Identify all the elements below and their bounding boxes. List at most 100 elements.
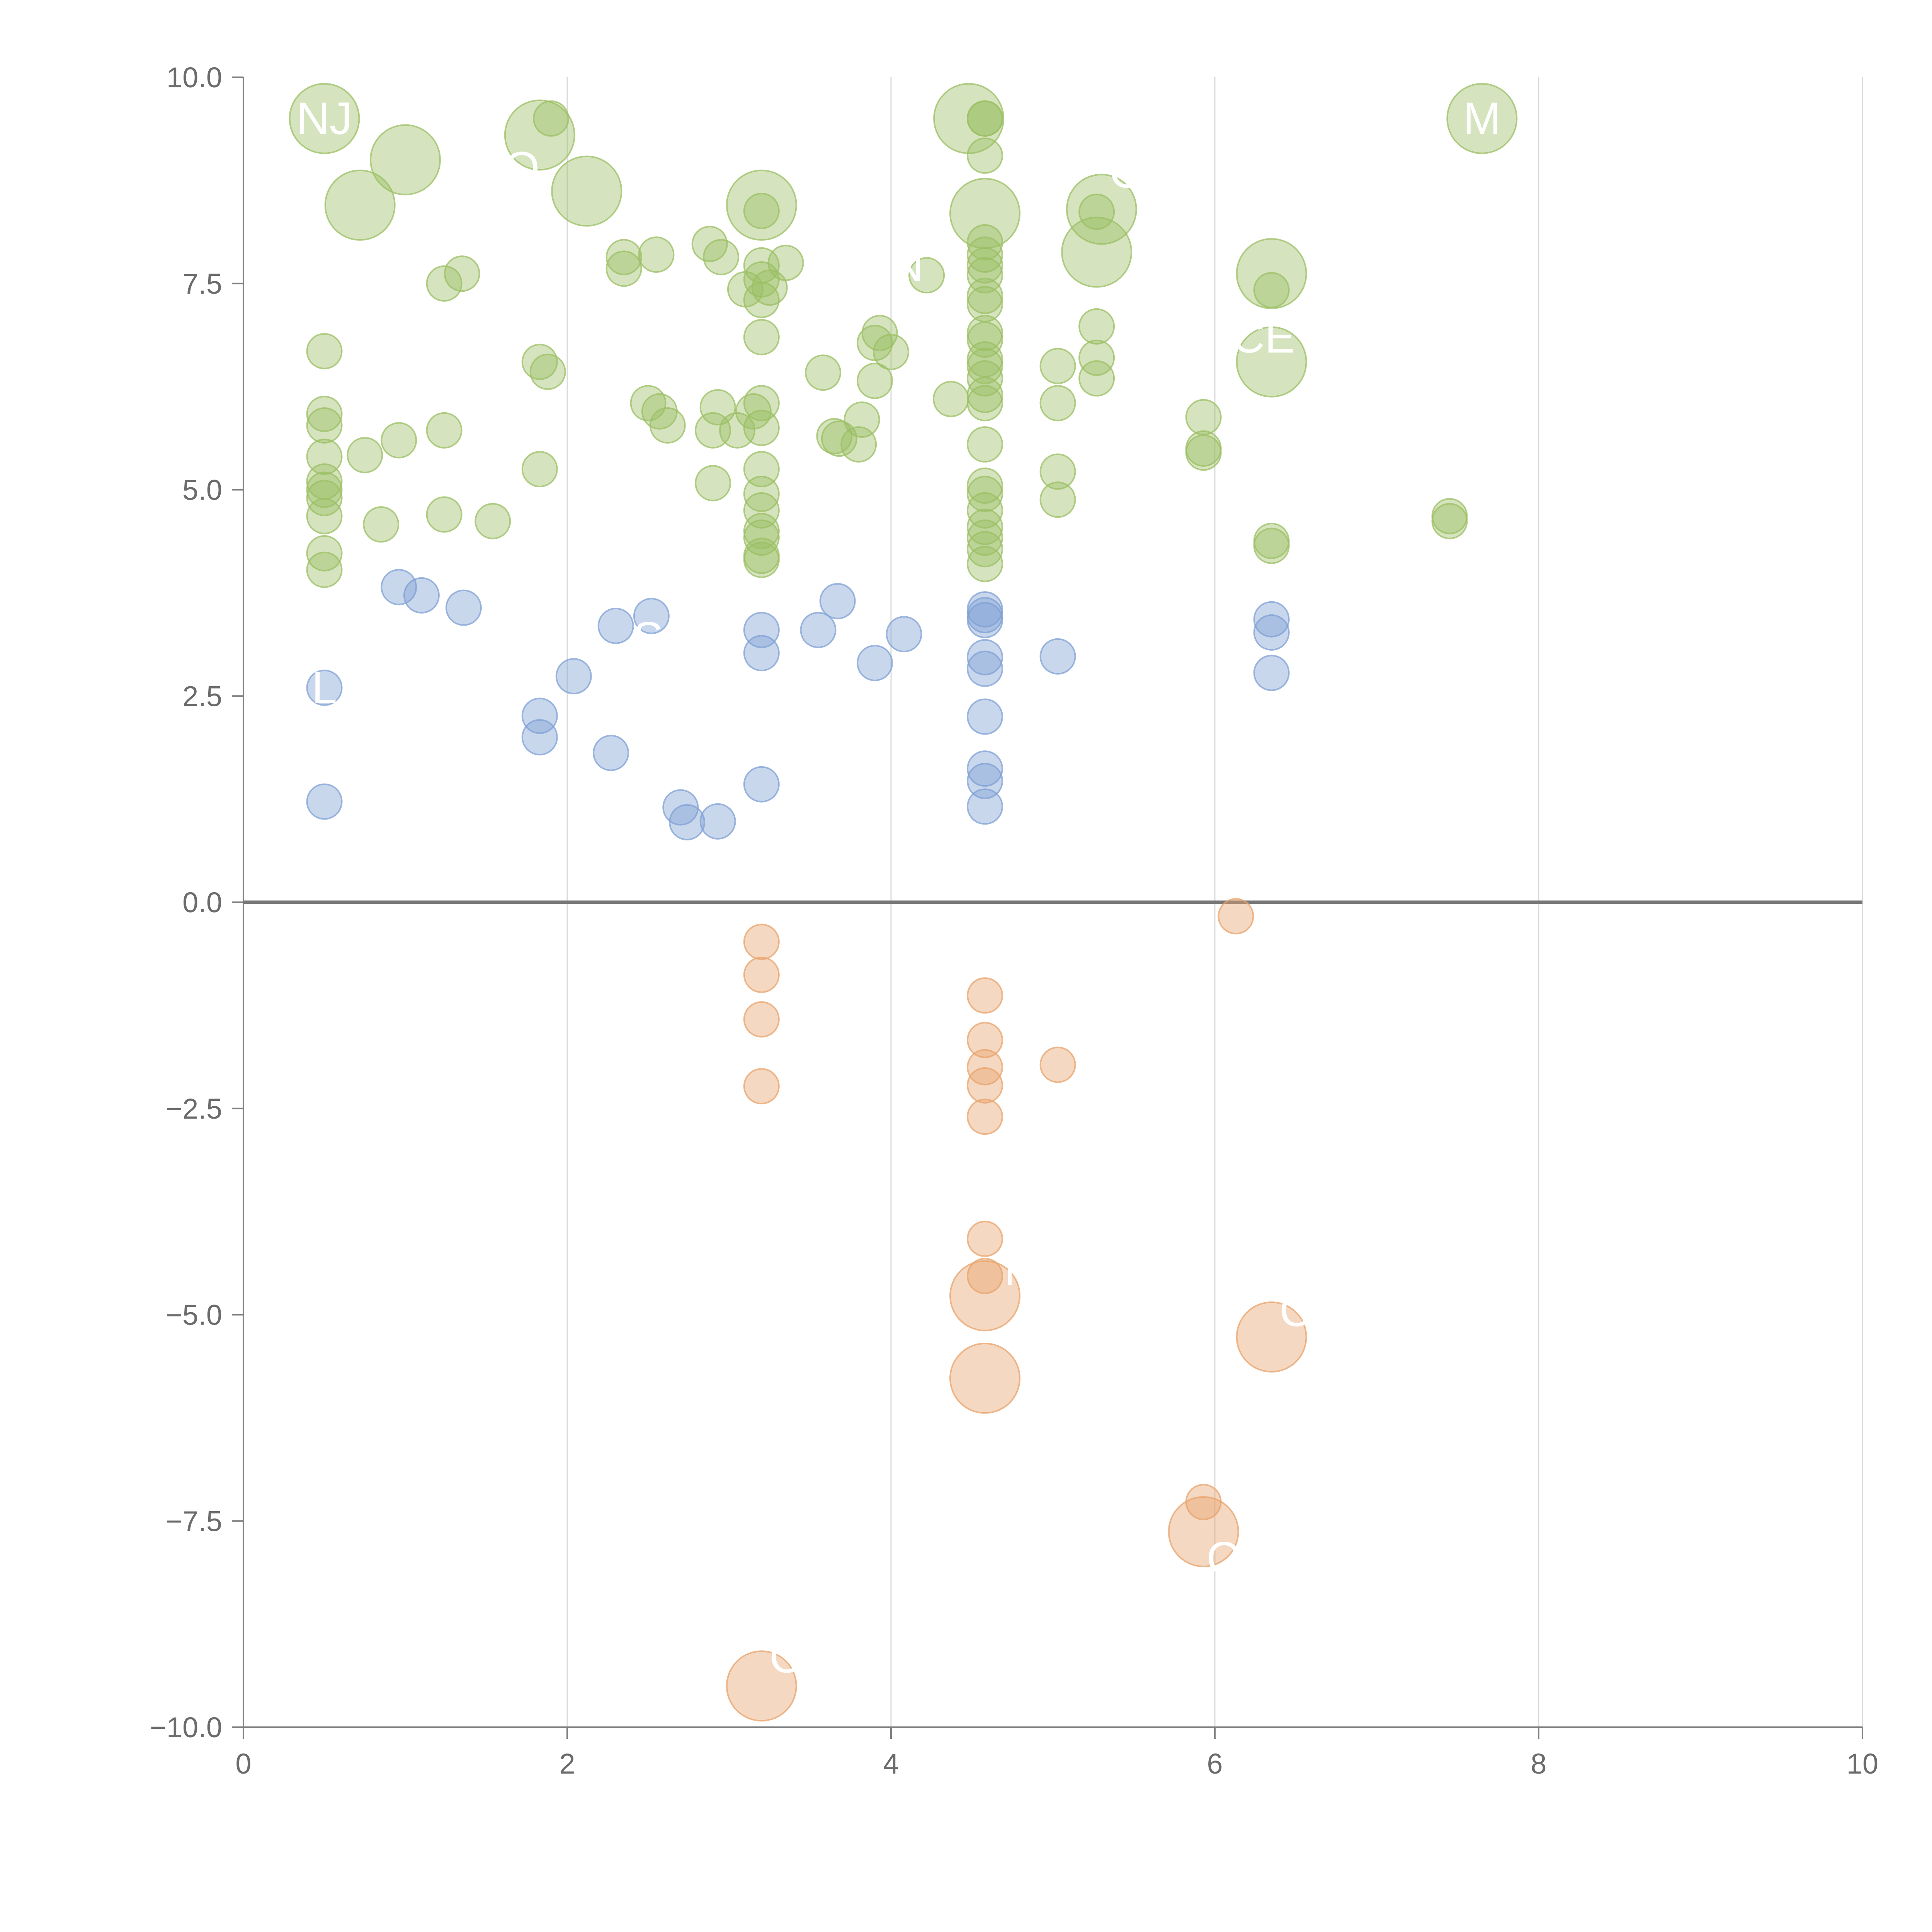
- data-point-mid: [743, 766, 780, 803]
- data-point-mid: [967, 602, 1003, 638]
- point-label: C: [769, 1632, 802, 1683]
- data-point-negative: [743, 1068, 780, 1105]
- data-point-high: [605, 239, 642, 276]
- point-label: I: [888, 1413, 901, 1464]
- data-point-high: [1236, 326, 1307, 398]
- x-tick-label: 10: [1847, 1748, 1878, 1780]
- y-tick-label: −10.0: [150, 1711, 222, 1743]
- data-point-high: [1253, 527, 1290, 564]
- data-point-high: [426, 496, 463, 533]
- data-point-high: [306, 498, 343, 534]
- data-point-high: [967, 519, 1003, 556]
- point-label: CE: [1232, 312, 1295, 363]
- data-point-high: [1039, 453, 1076, 490]
- data-point-high: [743, 282, 780, 318]
- data-point-mid: [819, 583, 856, 619]
- y-tick-label: 7.5: [182, 268, 222, 300]
- data-point-negative: [967, 1099, 1003, 1135]
- data-point-high: [967, 509, 1003, 545]
- data-point-mid: [857, 645, 893, 681]
- data-point-high: [474, 503, 511, 539]
- data-point-negative: [726, 1650, 797, 1722]
- data-point-negative: [1236, 1301, 1307, 1373]
- data-point-mid: [306, 669, 343, 706]
- data-point-negative: [949, 1342, 1021, 1414]
- x-tick-label: 8: [1531, 1748, 1546, 1780]
- point-label: C: [1279, 1285, 1312, 1336]
- data-point-high: [1431, 503, 1468, 539]
- data-point-mid: [521, 697, 558, 734]
- data-point-high: [381, 422, 417, 459]
- point-labels: NJ M O N C CE L S N C C C I: [296, 93, 1501, 1683]
- data-point-high: [521, 451, 558, 488]
- data-point-mid: [967, 788, 1003, 825]
- point-label: C: [1109, 147, 1142, 198]
- data-point-mid: [886, 616, 922, 653]
- axes: 0 2 4 6 8 10 10.0 7.5 5.0 2.5 0.0 −2.5 −5.0 −7.5 −10.0: [150, 61, 1878, 1780]
- data-point-mid: [699, 803, 736, 840]
- data-point-high: [347, 437, 383, 473]
- data-point-high: [908, 257, 945, 294]
- data-point-high: [967, 277, 1003, 314]
- data-point-high: [1185, 399, 1222, 435]
- data-point-high: [967, 236, 1003, 273]
- x-tick-label: 2: [559, 1748, 575, 1780]
- data-point-high: [967, 476, 1003, 512]
- data-point-negative: [967, 1022, 1003, 1058]
- data-point-high: [844, 401, 880, 438]
- data-point-high: [1446, 83, 1518, 154]
- y-tick-label: 2.5: [182, 680, 222, 712]
- data-point-high: [306, 407, 343, 444]
- data-point-high: [426, 412, 463, 449]
- point-label: S: [633, 613, 663, 664]
- data-point-high: [605, 250, 642, 287]
- data-point-mid: [662, 789, 699, 826]
- data-point-high: [967, 385, 1003, 422]
- point-label: NJ: [296, 93, 352, 144]
- point-label: L: [312, 662, 337, 713]
- data-point-high: [967, 360, 1003, 397]
- data-point-mid: [1253, 601, 1290, 638]
- data-point-mid: [800, 612, 837, 648]
- data-point-high: [1061, 216, 1133, 288]
- data-point-high: [767, 245, 804, 281]
- y-tick-label: −7.5: [166, 1505, 222, 1537]
- data-point-high: [1078, 308, 1115, 345]
- data-point-mid: [445, 589, 482, 626]
- data-point-high: [735, 393, 772, 430]
- data-point-mid: [967, 750, 1003, 787]
- y-tick-label: 0.0: [182, 886, 222, 918]
- data-point-negative: [949, 1260, 1021, 1332]
- data-point-high: [743, 192, 780, 229]
- data-point-mid: [967, 698, 1003, 735]
- data-point-negative: [967, 977, 1003, 1014]
- data-point-high: [289, 83, 360, 154]
- x-tick-label: 4: [883, 1748, 899, 1780]
- data-point-high: [861, 315, 898, 351]
- data-point-high: [695, 465, 731, 502]
- data-point-high: [743, 410, 780, 446]
- data-point-high: [743, 541, 780, 578]
- data-point-high: [1066, 173, 1137, 245]
- x-tick-label: 0: [235, 1748, 251, 1780]
- data-point-negative: [1039, 1046, 1076, 1083]
- data-point-high: [638, 236, 675, 273]
- data-point-mid: [521, 719, 558, 755]
- data-point-high: [1039, 385, 1076, 422]
- data-point-high: [551, 155, 622, 227]
- data-point-mid: [593, 735, 629, 771]
- data-point-mid: [1253, 655, 1290, 691]
- data-point-high: [306, 439, 343, 475]
- data-point-high: [967, 137, 1003, 174]
- data-point-high: [967, 426, 1003, 463]
- data-point-high: [743, 492, 780, 529]
- data-point-high: [649, 407, 686, 444]
- data-point-high: [967, 257, 1003, 294]
- y-tick-label: 5.0: [182, 474, 222, 506]
- data-point-mid: [967, 639, 1003, 675]
- data-point-mid: [597, 607, 634, 644]
- data-point-high: [370, 124, 441, 196]
- data-point-negative: [1168, 1496, 1239, 1568]
- data-point-high: [967, 531, 1003, 568]
